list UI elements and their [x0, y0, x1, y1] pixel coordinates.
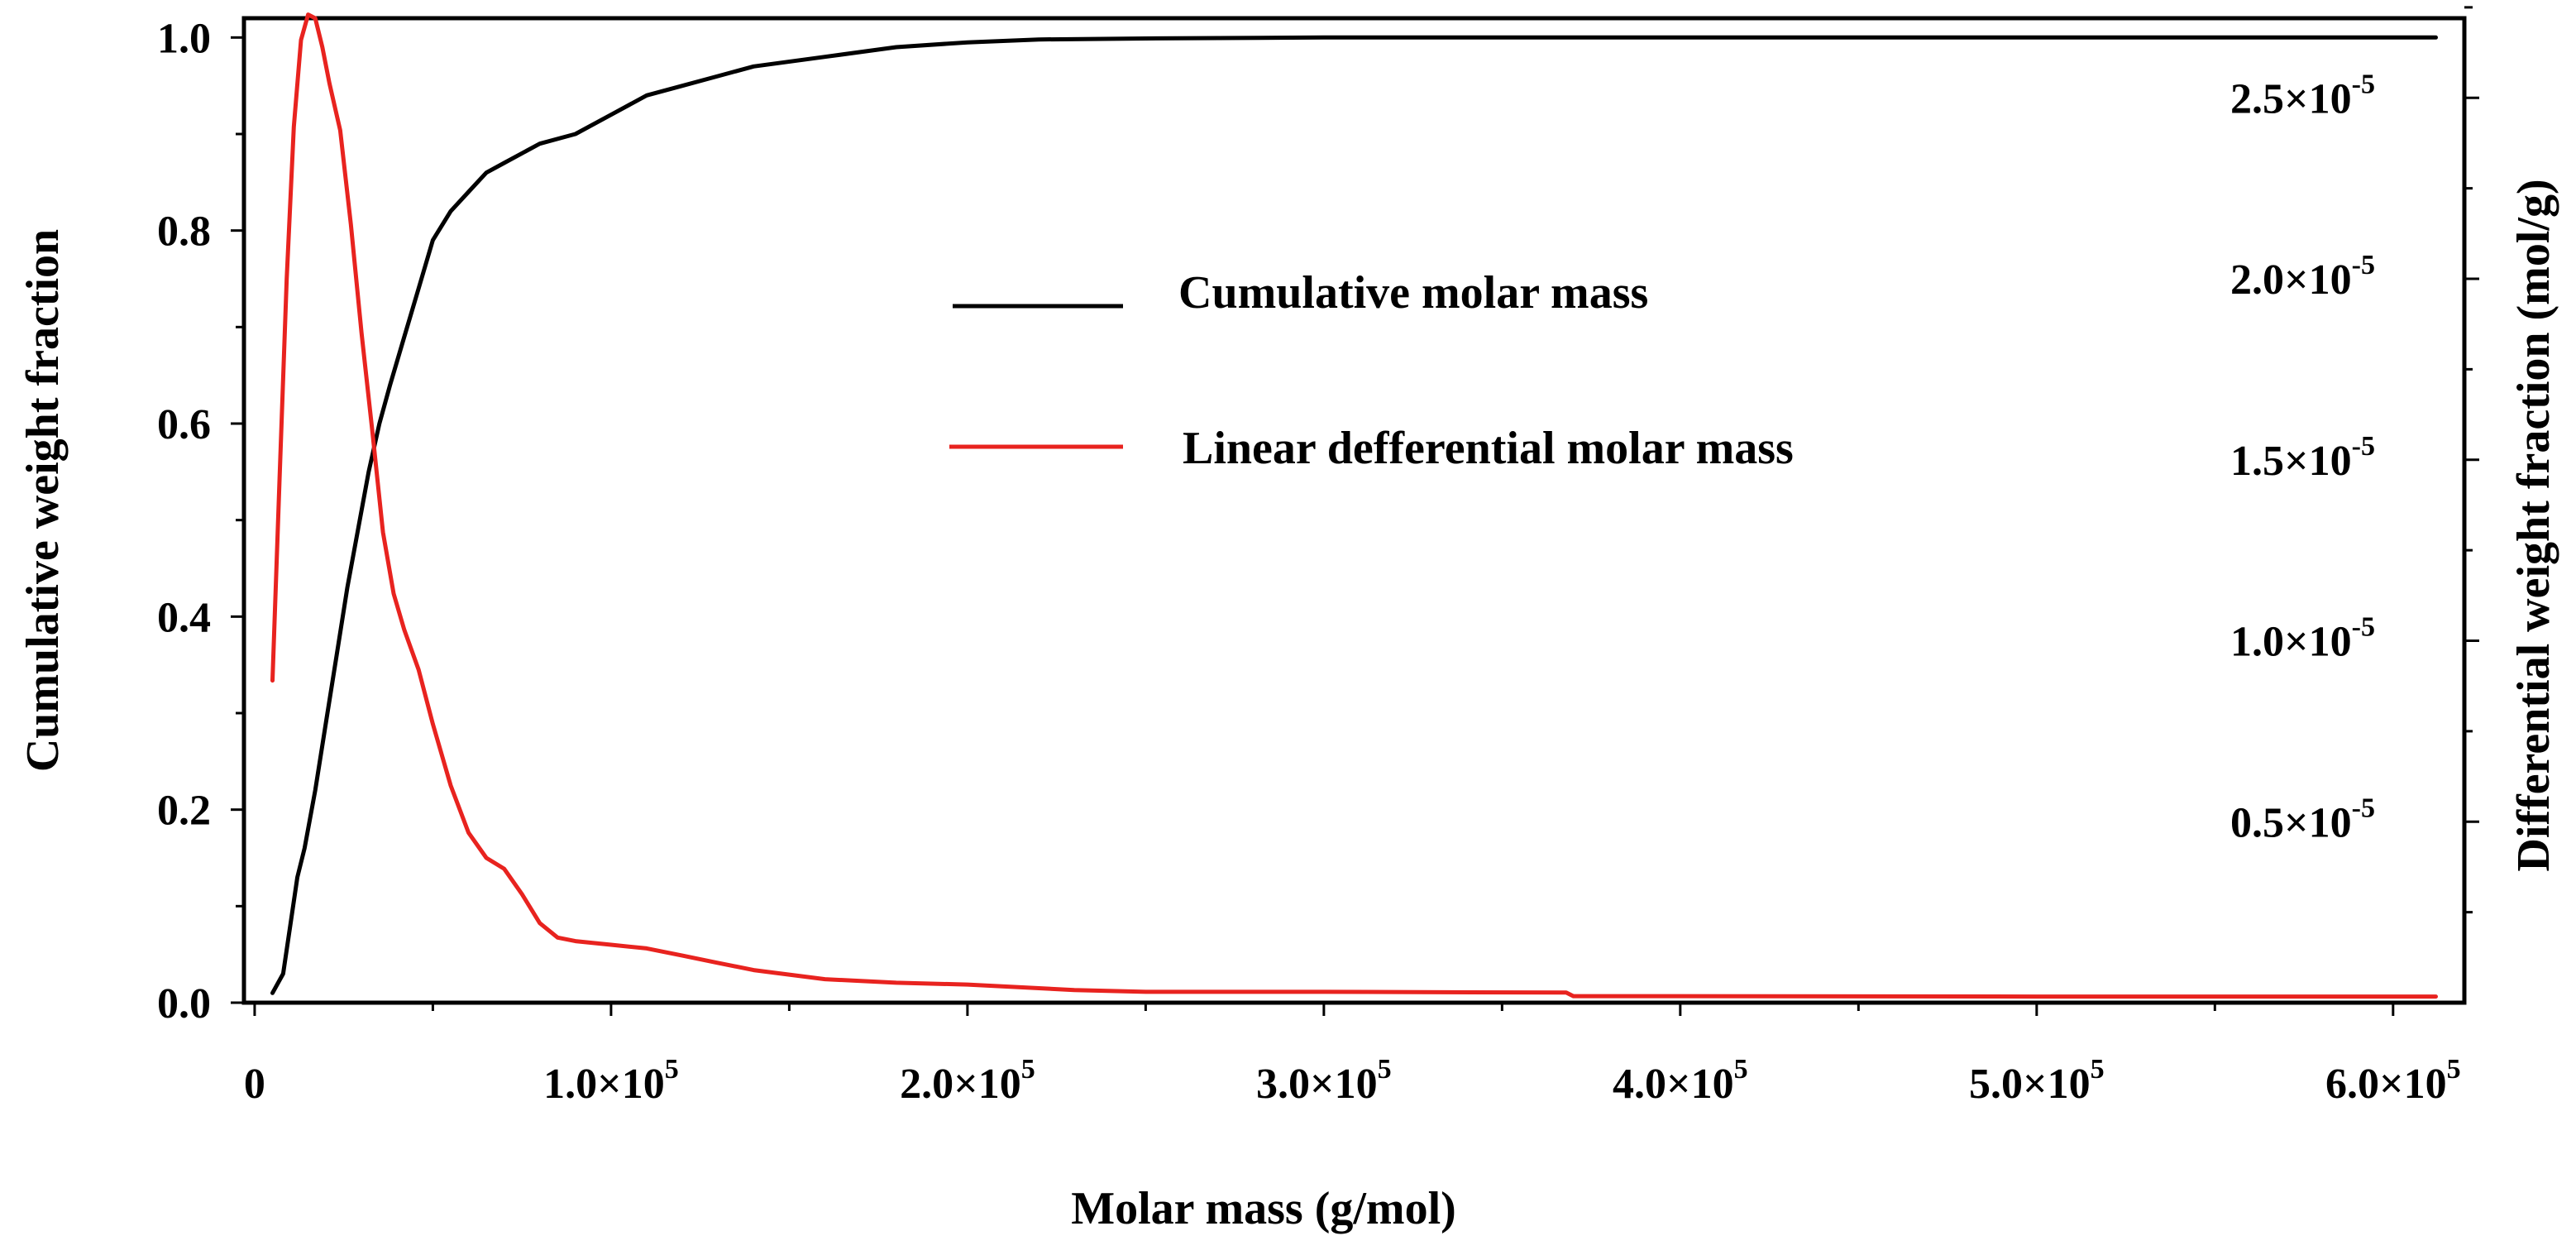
- legend: Cumulative molar mass Linear defferentia…: [949, 267, 1794, 474]
- y-left-tick-label: 0.6: [157, 401, 211, 448]
- y-right-tick-label: 0.5×10-5: [2230, 793, 2375, 846]
- y-left-tick-label: 0.4: [157, 594, 211, 641]
- x-tick-label: 1.0×105: [543, 1054, 679, 1108]
- x-tick-label: 6.0×105: [2325, 1054, 2461, 1108]
- series-differential-line: [270, 12, 2438, 999]
- y-right-tick-label: 1.5×10-5: [2230, 431, 2375, 485]
- plot-frame: [241, 16, 2467, 1005]
- y-left-tick-label: 0.2: [157, 788, 211, 835]
- axes: 0 1.0×105 2.0×105 3.0×105 4.0×105 5.0×105 6.0×…: [157, 6, 2479, 1108]
- y-right-tick-label: 2.0×10-5: [2230, 250, 2375, 304]
- legend-label-cumulative: Cumulative molar mass: [1178, 267, 1648, 319]
- legend-label-differential: Linear defferential molar mass: [1183, 423, 1794, 474]
- y-right-tick-label: 1.0×10-5: [2230, 612, 2375, 666]
- y-right-tick-label: 2.5×10-5: [2230, 69, 2375, 122]
- x-tick-label: 5.0×105: [1969, 1054, 2105, 1108]
- x-tick-label: 3.0×105: [1256, 1054, 1392, 1108]
- y-left-tick-label: 1.0: [157, 15, 211, 62]
- x-tick-label: 4.0×105: [1613, 1054, 1748, 1108]
- y-axis-title-left: Cumulative weight fraction: [17, 229, 69, 772]
- x-tick-label: 0: [244, 1061, 265, 1108]
- x-axis-title: Molar mass (g/mol): [1071, 1183, 1456, 1234]
- y-left-tick-label: 0.8: [157, 208, 211, 256]
- y-axis-title-right: Differential weight fraction (mol/g): [2508, 179, 2559, 871]
- series-layer: [270, 12, 2438, 999]
- x-tick-label: 2.0×105: [900, 1054, 1035, 1108]
- series-cumulative-line: [270, 35, 2438, 995]
- y-left-tick-label: 0.0: [157, 980, 211, 1027]
